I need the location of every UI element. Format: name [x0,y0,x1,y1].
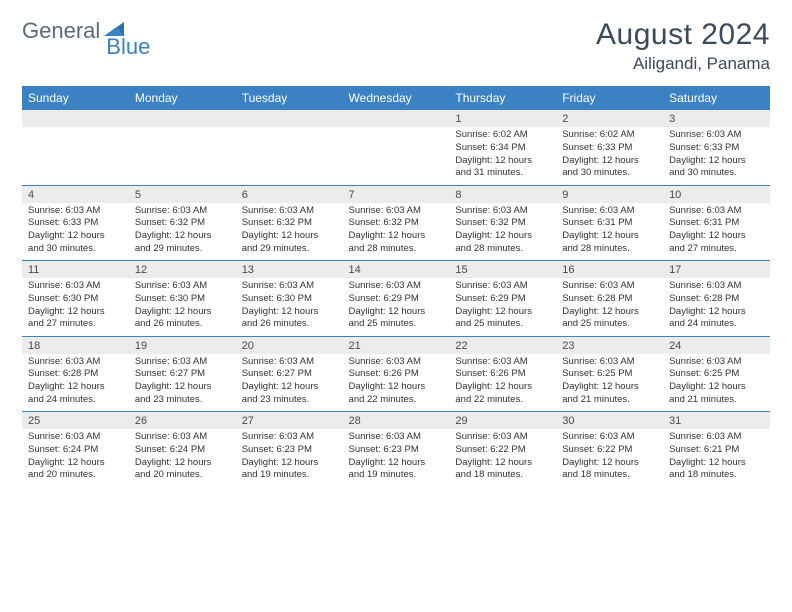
day-number-row: 11121314151617 [22,261,770,279]
day-number-cell: 23 [556,336,663,354]
day-number-cell: 20 [236,336,343,354]
day-detail-row: Sunrise: 6:03 AMSunset: 6:28 PMDaylight:… [22,354,770,412]
day-number-cell: 14 [343,261,450,279]
day-detail-cell: Sunrise: 6:02 AMSunset: 6:34 PMDaylight:… [449,127,556,185]
day-detail-cell: Sunrise: 6:03 AMSunset: 6:30 PMDaylight:… [129,278,236,336]
day-detail-cell: Sunrise: 6:03 AMSunset: 6:26 PMDaylight:… [449,354,556,412]
day-detail-cell: Sunrise: 6:03 AMSunset: 6:28 PMDaylight:… [22,354,129,412]
day-detail-cell: Sunrise: 6:03 AMSunset: 6:31 PMDaylight:… [556,203,663,261]
day-detail-cell: Sunrise: 6:03 AMSunset: 6:28 PMDaylight:… [663,278,770,336]
day-number-cell: 30 [556,412,663,430]
day-number-cell: 10 [663,185,770,203]
day-detail-cell [236,127,343,185]
day-detail-cell: Sunrise: 6:03 AMSunset: 6:23 PMDaylight:… [236,429,343,487]
weekday-header: Friday [556,86,663,110]
day-number-cell: 26 [129,412,236,430]
day-number-cell: 19 [129,336,236,354]
day-number-cell: 31 [663,412,770,430]
day-detail-row: Sunrise: 6:03 AMSunset: 6:24 PMDaylight:… [22,429,770,487]
day-number-cell: 27 [236,412,343,430]
day-number-row: 25262728293031 [22,412,770,430]
day-detail-row: Sunrise: 6:02 AMSunset: 6:34 PMDaylight:… [22,127,770,185]
day-number-row: 45678910 [22,185,770,203]
calendar-body: 123Sunrise: 6:02 AMSunset: 6:34 PMDaylig… [22,110,770,487]
day-detail-cell: Sunrise: 6:03 AMSunset: 6:27 PMDaylight:… [129,354,236,412]
day-number-cell: 12 [129,261,236,279]
day-detail-cell [22,127,129,185]
day-number-cell: 15 [449,261,556,279]
day-number-cell: 13 [236,261,343,279]
calendar-table: Sunday Monday Tuesday Wednesday Thursday… [22,86,770,487]
day-detail-row: Sunrise: 6:03 AMSunset: 6:33 PMDaylight:… [22,203,770,261]
day-number-cell: 25 [22,412,129,430]
weekday-header: Wednesday [343,86,450,110]
month-title: August 2024 [596,18,770,52]
day-detail-cell: Sunrise: 6:03 AMSunset: 6:29 PMDaylight:… [343,278,450,336]
day-detail-cell: Sunrise: 6:03 AMSunset: 6:27 PMDaylight:… [236,354,343,412]
day-detail-cell: Sunrise: 6:03 AMSunset: 6:32 PMDaylight:… [236,203,343,261]
weekday-header: Monday [129,86,236,110]
day-number-cell: 4 [22,185,129,203]
day-number-cell: 16 [556,261,663,279]
weekday-header: Saturday [663,86,770,110]
day-detail-cell: Sunrise: 6:03 AMSunset: 6:33 PMDaylight:… [22,203,129,261]
day-number-cell [129,110,236,127]
day-detail-cell: Sunrise: 6:03 AMSunset: 6:26 PMDaylight:… [343,354,450,412]
day-detail-cell: Sunrise: 6:03 AMSunset: 6:31 PMDaylight:… [663,203,770,261]
day-detail-cell: Sunrise: 6:03 AMSunset: 6:21 PMDaylight:… [663,429,770,487]
day-number-cell: 9 [556,185,663,203]
day-number-cell: 2 [556,110,663,127]
weekday-header: Tuesday [236,86,343,110]
day-number-cell [343,110,450,127]
day-detail-cell [129,127,236,185]
weekday-header: Sunday [22,86,129,110]
day-detail-cell [343,127,450,185]
weekday-header-row: Sunday Monday Tuesday Wednesday Thursday… [22,86,770,110]
day-detail-cell: Sunrise: 6:03 AMSunset: 6:30 PMDaylight:… [22,278,129,336]
day-number-cell [236,110,343,127]
day-detail-cell: Sunrise: 6:03 AMSunset: 6:28 PMDaylight:… [556,278,663,336]
brand-part2: Blue [106,34,150,60]
day-detail-cell: Sunrise: 6:03 AMSunset: 6:32 PMDaylight:… [449,203,556,261]
day-number-cell: 29 [449,412,556,430]
page-header: General Blue August 2024 Ailigandi, Pana… [22,18,770,74]
day-number-cell: 28 [343,412,450,430]
day-detail-cell: Sunrise: 6:03 AMSunset: 6:22 PMDaylight:… [449,429,556,487]
day-number-cell: 11 [22,261,129,279]
day-number-cell: 5 [129,185,236,203]
day-number-cell: 22 [449,336,556,354]
day-number-row: 18192021222324 [22,336,770,354]
day-number-cell: 7 [343,185,450,203]
day-detail-cell: Sunrise: 6:03 AMSunset: 6:22 PMDaylight:… [556,429,663,487]
day-detail-cell: Sunrise: 6:03 AMSunset: 6:25 PMDaylight:… [556,354,663,412]
day-detail-cell: Sunrise: 6:03 AMSunset: 6:30 PMDaylight:… [236,278,343,336]
day-number-cell: 17 [663,261,770,279]
title-block: August 2024 Ailigandi, Panama [596,18,770,74]
day-detail-cell: Sunrise: 6:03 AMSunset: 6:33 PMDaylight:… [663,127,770,185]
day-number-cell: 6 [236,185,343,203]
brand-part1: General [22,18,100,44]
day-number-cell: 24 [663,336,770,354]
day-number-cell: 1 [449,110,556,127]
day-detail-cell: Sunrise: 6:03 AMSunset: 6:32 PMDaylight:… [343,203,450,261]
day-number-cell: 21 [343,336,450,354]
weekday-header: Thursday [449,86,556,110]
day-detail-cell: Sunrise: 6:02 AMSunset: 6:33 PMDaylight:… [556,127,663,185]
day-detail-cell: Sunrise: 6:03 AMSunset: 6:23 PMDaylight:… [343,429,450,487]
day-number-cell: 8 [449,185,556,203]
day-detail-cell: Sunrise: 6:03 AMSunset: 6:32 PMDaylight:… [129,203,236,261]
day-detail-cell: Sunrise: 6:03 AMSunset: 6:24 PMDaylight:… [129,429,236,487]
location-label: Ailigandi, Panama [596,54,770,74]
day-detail-row: Sunrise: 6:03 AMSunset: 6:30 PMDaylight:… [22,278,770,336]
day-number-row: 123 [22,110,770,127]
day-detail-cell: Sunrise: 6:03 AMSunset: 6:24 PMDaylight:… [22,429,129,487]
brand-logo: General Blue [22,18,150,44]
day-detail-cell: Sunrise: 6:03 AMSunset: 6:25 PMDaylight:… [663,354,770,412]
day-detail-cell: Sunrise: 6:03 AMSunset: 6:29 PMDaylight:… [449,278,556,336]
day-number-cell: 3 [663,110,770,127]
day-number-cell: 18 [22,336,129,354]
day-number-cell [22,110,129,127]
